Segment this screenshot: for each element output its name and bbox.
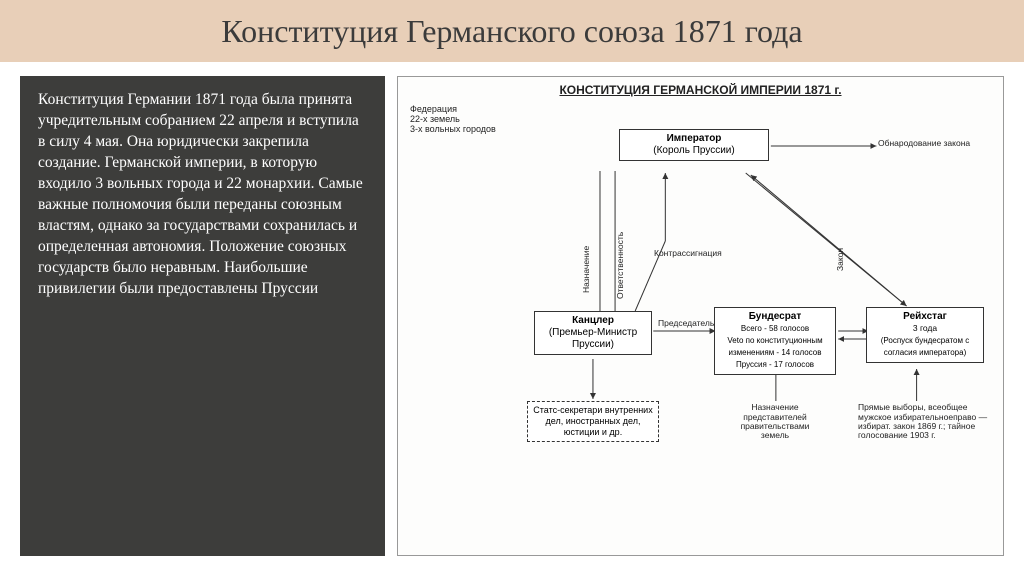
node-secretaries: Статс-секретари внутренних дел, иностран…	[527, 401, 659, 441]
chancellor-title: Канцлер	[572, 315, 614, 326]
label-law: Закон	[836, 211, 845, 271]
node-reichstag: Рейхстаг 3 года (Роспуск бундесратом с с…	[866, 307, 984, 363]
reichstag-l1: 3 года	[913, 323, 937, 333]
label-countersign: Контрассигнация	[654, 249, 722, 258]
description-text: Конституция Германии 1871 года была прин…	[38, 90, 367, 299]
emperor-title: Император	[667, 133, 722, 144]
chancellor-sub: (Премьер-Министр Пруссии)	[549, 327, 637, 350]
reichstag-l2: (Роспуск бундесратом с согласия императо…	[881, 336, 969, 357]
label-promulgation: Обнародование закона	[878, 139, 970, 148]
label-elections: Прямые выборы, всеобщее мужское избирате…	[858, 403, 990, 440]
label-chair: Председатель	[658, 319, 714, 328]
bundesrat-l1: Всего - 58 голосов	[741, 324, 809, 333]
emperor-sub: (Король Пруссии)	[653, 145, 734, 156]
label-delegates: Назначение представителей правительствам…	[726, 403, 824, 440]
label-appointment: Назначение	[582, 193, 591, 293]
reichstag-title: Рейхстаг	[903, 311, 947, 322]
description-panel: Конституция Германии 1871 года была прин…	[20, 76, 385, 556]
slide: Конституция Германского союза 1871 года …	[0, 0, 1024, 576]
node-bundesrat: Бундесрат Всего - 58 голосов Veto по кон…	[714, 307, 836, 375]
diagram-canvas: Федерация 22-х земель 3-х вольных городо…	[404, 101, 997, 481]
bundesrat-l2: Veto по конституционным изменениям - 14 …	[727, 336, 822, 357]
node-emperor: Император (Король Пруссии)	[619, 129, 769, 161]
diagram-panel: КОНСТИТУЦИЯ ГЕРМАНСКОЙ ИМПЕРИИ 1871 г.	[397, 76, 1004, 556]
bundesrat-l3: Пруссия - 17 голосов	[736, 360, 814, 369]
label-responsibility: Ответственность	[616, 189, 625, 299]
bundesrat-title: Бундесрат	[749, 311, 802, 322]
node-chancellor: Канцлер (Премьер-Министр Пруссии)	[534, 311, 652, 355]
title-band: Конституция Германского союза 1871 года	[0, 0, 1024, 62]
slide-title: Конституция Германского союза 1871 года	[40, 12, 984, 50]
federation-label: Федерация 22-х земель 3-х вольных городо…	[410, 105, 496, 135]
diagram-title: КОНСТИТУЦИЯ ГЕРМАНСКОЙ ИМПЕРИИ 1871 г.	[404, 83, 997, 97]
content-row: Конституция Германии 1871 года была прин…	[0, 62, 1024, 576]
